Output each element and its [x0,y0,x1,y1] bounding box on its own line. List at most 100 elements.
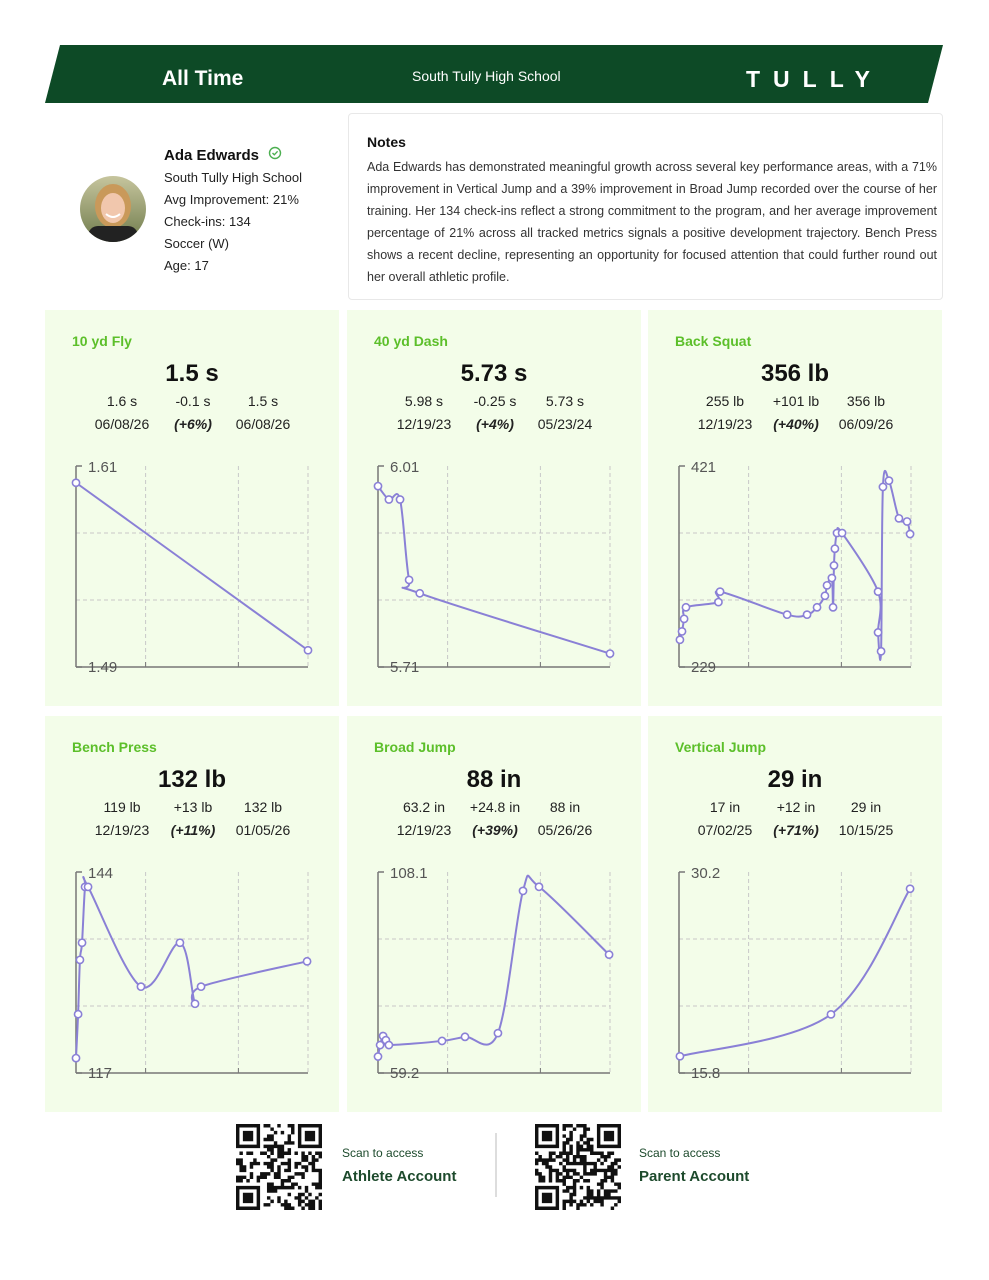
y-min-label: 15.8 [691,1065,720,1082]
data-point [679,614,689,624]
current-value: 1.5 s [247,393,279,409]
data-point [373,481,383,491]
y-min-label: 229 [691,659,716,676]
metric-card: 40 yd Dash 5.73 s 5.98 s -0.25 s 5.73 s 12/19… [347,310,641,706]
metric-card: 10 yd Fly 1.5 s 1.6 s -0.1 s 1.5 s 06/08/26 (+… [45,310,339,706]
change-percent: (+39%) [472,822,518,838]
metric-title: Back Squat [675,333,752,349]
current-value: 88 in [549,799,581,815]
y-min-label: 59.2 [390,1065,419,1082]
data-point [604,950,614,960]
data-point [71,1053,81,1063]
data-point [404,575,414,585]
data-point [534,882,544,892]
metric-title: Broad Jump [374,739,456,755]
line-chart: 144 117 [71,865,312,1082]
data-point [373,1052,383,1061]
y-max-label: 30.2 [691,865,720,882]
brand-logo: TULLY [746,66,883,92]
line-chart: 421 229 [675,459,915,676]
data-point [303,645,313,655]
data-point [714,597,723,607]
avg-improvement: Avg Improvement: 21% [164,192,299,207]
start-value: 63.2 in [402,799,446,815]
change: +101 lb [772,393,820,409]
data-point [175,938,185,948]
change: +13 lb [173,799,213,815]
qr-modules [236,1124,322,1210]
data-point [375,1040,385,1050]
metric-card: Back Squat 356 lb 255 lb +101 lb 356 lb 12/19… [648,310,942,706]
data-point [905,529,915,539]
trend-line [377,485,611,655]
metric-title: 40 yd Dash [374,333,448,349]
start-value: 119 lb [103,799,141,815]
data-point [826,1009,836,1019]
start-date: 12/19/23 [94,822,150,838]
current-date: 01/05/26 [235,822,291,838]
data-point [822,580,832,590]
data-point [384,1040,394,1050]
data-point [77,938,87,948]
data-point [873,628,883,637]
y-max-label: 108.1 [390,865,428,882]
qr-label: Athlete Account [342,1168,457,1185]
trend-line [377,874,610,1057]
current-value: 356 lb [846,393,886,409]
verified-icon [268,146,282,160]
trend-line [75,876,308,1059]
change: +12 in [776,799,816,815]
data-point [675,1051,685,1061]
data-point [437,1036,447,1046]
data-point [873,587,883,597]
line-chart: 6.01 5.71 [373,459,615,676]
qr-code [535,1124,621,1210]
data-point [605,649,615,658]
data-point [837,528,847,538]
athlete-school: South Tully High School [164,170,303,185]
y-max-label: 421 [691,459,716,476]
data-point [884,476,894,486]
data-point [812,602,822,612]
data-point [828,602,838,612]
metric-title: Bench Press [72,739,157,755]
qr-label: Parent Account [639,1168,750,1185]
data-point [715,587,725,597]
data-point [894,513,904,523]
trend-line [679,888,911,1058]
data-point [802,610,812,620]
change-percent: (+11%) [170,822,216,838]
y-max-label: 6.01 [390,459,419,476]
data-point [876,646,886,656]
current-value: 29 in [850,799,882,815]
data-point [820,591,830,601]
current-value: 132 lb [243,799,283,815]
notes-box: Notes Ada Edwards has demonstrated meani… [348,113,943,300]
data-point [830,544,840,554]
start-date: 07/02/25 [697,822,753,838]
banner-shape [45,45,943,103]
athlete-name: Ada Edwards [164,147,260,164]
change-percent: (+71%) [773,822,819,838]
data-point [905,884,915,894]
data-point [902,517,912,526]
data-point [677,627,687,636]
data-point [518,886,528,896]
y-max-label: 1.61 [88,459,117,476]
data-point [83,882,93,892]
qr-prompt: Scan to access [342,1146,424,1160]
change: -0.25 s [473,393,517,409]
data-point [73,1009,83,1019]
trend-line [75,481,309,652]
age: Age: 17 [164,258,209,273]
metric-value: 88 in [466,766,522,793]
change-percent: (+6%) [174,416,212,432]
metric-value: 132 lb [157,766,227,793]
header-banner [45,45,943,103]
metric-title: 10 yd Fly [72,333,132,349]
metric-value: 5.73 s [460,360,528,387]
data-point [415,588,425,598]
line-chart: 108.1 59.2 [373,865,614,1082]
start-date: 06/08/26 [94,416,150,432]
data-point [493,1028,503,1038]
